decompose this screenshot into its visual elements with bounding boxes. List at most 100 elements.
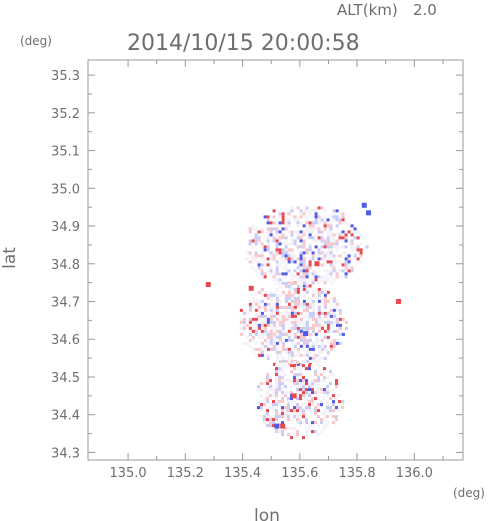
echo-pixel: [260, 305, 264, 309]
echo-pixel: [311, 409, 314, 413]
echo-pixel: [266, 239, 270, 243]
echo-pixel: [278, 257, 282, 261]
echo-pixel: [299, 266, 303, 270]
echo-pixel: [263, 305, 267, 309]
echo-pixel: [263, 418, 266, 422]
echo-pixel: [281, 344, 285, 348]
echo-pixel: [326, 388, 329, 392]
echo-pixel: [317, 317, 321, 321]
echo-pixel: [251, 257, 255, 261]
echo-pixel: [293, 373, 296, 377]
echo-pixel: [341, 215, 345, 219]
echo-pixel: [266, 341, 270, 345]
x-tick-label: 135.6: [281, 466, 318, 481]
echo-pixel: [272, 424, 275, 428]
echo-pixel: [296, 245, 300, 249]
echo-pixel: [269, 376, 272, 380]
echo-pixel: [311, 385, 314, 389]
echo-pixel: [281, 430, 284, 434]
echo-pixel: [317, 314, 321, 318]
echo-pixel: [338, 212, 342, 216]
echo-pixel: [305, 251, 309, 255]
echo-pixel: [344, 320, 348, 324]
echo-pixel: [311, 424, 314, 428]
echo-pixel: [299, 212, 303, 216]
echo-pixel: [290, 364, 293, 368]
echo-pixel: [269, 335, 273, 339]
echo-pixel: [275, 376, 278, 380]
echo-pixel: [278, 388, 281, 392]
echo-pixel: [314, 320, 318, 324]
echo-pixel: [278, 359, 282, 363]
echo-pixel: [305, 397, 308, 401]
echo-pixel: [251, 317, 255, 321]
echo-pixel: [341, 332, 345, 336]
echo-pixel: [272, 275, 276, 279]
echo-highlight: [291, 393, 297, 399]
echo-pixel: [320, 311, 324, 315]
echo-pixel: [329, 412, 332, 416]
echo-pixel: [317, 221, 321, 225]
echo-pixel: [314, 430, 317, 434]
echo-pixel: [326, 227, 330, 231]
echo-pixel: [275, 400, 278, 404]
echo-pixel: [269, 338, 273, 342]
echo-pixel: [290, 338, 294, 342]
echo-pixel: [353, 254, 357, 258]
echo-pixel: [284, 338, 288, 342]
echo-pixel: [296, 266, 300, 270]
echo-pixel: [338, 218, 342, 222]
y-axis-label: lat: [0, 247, 20, 269]
echo-pixel: [248, 338, 252, 342]
echo-pixel: [284, 391, 287, 395]
echo-pixel: [302, 379, 305, 383]
echo-pixel: [299, 385, 302, 389]
echo-pixel: [287, 400, 290, 404]
echo-pixel: [305, 266, 309, 270]
echo-pixel: [269, 227, 273, 231]
echo-pixel: [356, 230, 360, 234]
echo-pixel: [287, 314, 291, 318]
echo-pixel: [320, 418, 323, 422]
echo-pixel: [260, 382, 263, 386]
echo-pixel: [314, 272, 318, 276]
echo-pixel: [296, 320, 300, 324]
echo-pixel: [305, 290, 309, 294]
echo-pixel: [278, 314, 282, 318]
echo-pixel: [287, 260, 291, 264]
echo-pixel: [251, 347, 255, 351]
echo-pixel: [275, 403, 278, 407]
echo-pixel: [290, 314, 294, 318]
echo-pixel: [263, 403, 266, 407]
echo-pixel: [305, 353, 309, 357]
echo-pixel: [296, 412, 299, 416]
echo-pixel: [299, 326, 303, 330]
echo-pixel: [287, 224, 291, 228]
echo-pixel: [266, 338, 270, 342]
echo-pixel: [260, 394, 263, 398]
y-tick-label: 34.4: [51, 409, 80, 424]
echo-pixel: [326, 394, 329, 398]
echo-pixel: [305, 379, 308, 383]
echo-pixel: [278, 215, 282, 219]
echo-pixel: [323, 239, 327, 243]
echo-pixel: [257, 326, 261, 330]
echo-pixel: [245, 311, 249, 315]
echo-pixel: [323, 335, 327, 339]
echo-pixel: [326, 290, 330, 294]
echo-pixel: [329, 215, 333, 219]
echo-pixel: [308, 385, 311, 389]
echo-pixel: [317, 397, 320, 401]
echo-pixel: [314, 218, 318, 222]
echo-pixel: [296, 221, 300, 225]
echo-pixel: [296, 397, 299, 401]
echo-pixel: [287, 302, 291, 306]
echo-pixel: [278, 320, 282, 324]
echo-pixel: [302, 260, 306, 264]
echo-pixel: [356, 257, 360, 261]
echo-pixel: [248, 251, 252, 255]
echo-pixel: [317, 359, 321, 363]
echo-pixel: [266, 409, 269, 413]
echo-pixel: [281, 233, 285, 237]
echo-pixel: [302, 275, 306, 279]
